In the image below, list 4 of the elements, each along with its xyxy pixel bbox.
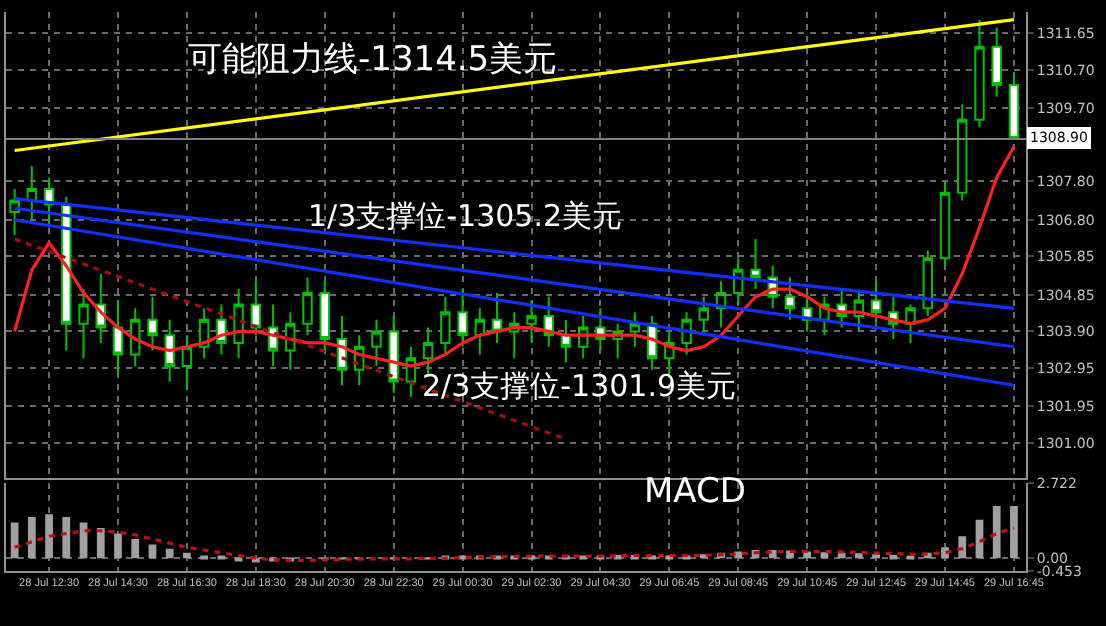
annotation: MACD [644, 472, 746, 512]
annotation: 可能阻力线-1314.5美元 [188, 40, 558, 80]
annotation: 2/3支撑位-1301.9美元 [422, 368, 737, 404]
annotation: 1/3支撑位-1305.2美元 [308, 198, 623, 234]
